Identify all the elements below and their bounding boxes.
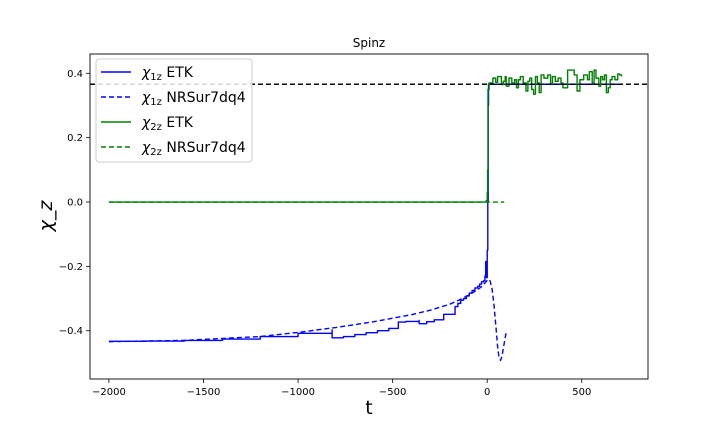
x-tick-label: −1000 — [281, 387, 315, 398]
x-tick-label: 500 — [572, 387, 591, 398]
y-axis-label-group: χ_z — [35, 200, 57, 233]
series-line-2 — [108, 278, 507, 362]
y-tick-label: −0.2 — [59, 262, 83, 273]
x-axis-label: t — [365, 397, 372, 419]
legend: χ1z ETK χ1z NRSur7dq4 χ2z ETK χ2z NRSur7dq4 — [95, 58, 253, 163]
y-tick-label: 0.0 — [67, 198, 83, 209]
x-tick-label: −500 — [379, 387, 406, 398]
legend-label: χ1z NRSur7dq4 — [141, 90, 246, 108]
x-tick-label: −2000 — [92, 387, 126, 398]
x-tick-label: 0 — [484, 387, 490, 398]
chart-title: Spinz — [353, 36, 385, 50]
legend-label: χ1z ETK — [141, 65, 194, 83]
y-axis-ticks: −0.4 −0.2 0.0 0.2 0.4 — [59, 69, 90, 337]
y-tick-label: 0.4 — [67, 69, 83, 80]
legend-box — [95, 58, 253, 163]
plot-frame — [89, 53, 649, 380]
y-axis-label: χ_z — [35, 200, 57, 233]
legend-label: χ2z ETK — [141, 115, 194, 133]
series-line-1 — [108, 83, 620, 343]
y-tick-label: 0.2 — [67, 133, 83, 144]
legend-label: χ2z NRSur7dq4 — [141, 140, 246, 158]
y-tick-label: −0.4 — [59, 326, 83, 337]
x-tick-label: −1500 — [187, 387, 221, 398]
x-axis-ticks: −2000 −1500 −1000 −500 0 500 — [92, 379, 591, 398]
